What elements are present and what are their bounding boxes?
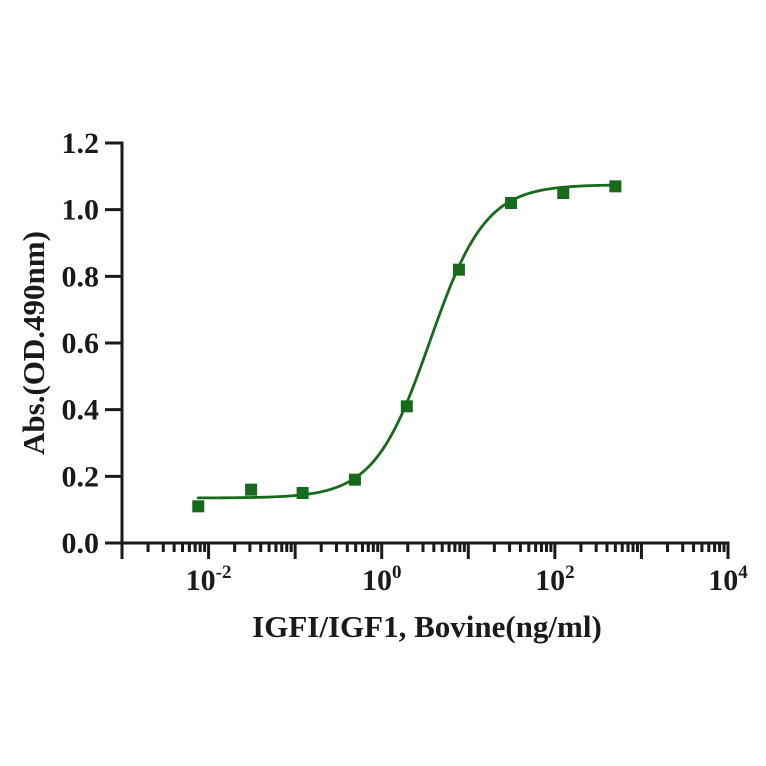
data-point-marker — [609, 180, 622, 193]
fit-curve-group — [196, 183, 617, 500]
x-tick-label: 100 — [362, 562, 402, 597]
x-tick-label: 104 — [708, 562, 748, 597]
y-tick-label: 0.8 — [62, 260, 100, 293]
data-point-marker — [245, 483, 258, 496]
axes-group: 0.0 0.2 0.4 0.6 0.8 1.0 1.2 10-2 100 102 104 — [62, 127, 749, 597]
data-point-marker — [505, 197, 518, 209]
x-tick-label: 10-2 — [186, 562, 232, 597]
x-tick-label: 102 — [535, 562, 575, 597]
y-tick-label: 1.0 — [62, 194, 100, 227]
data-point-marker — [296, 487, 309, 499]
data-point-marker — [192, 500, 205, 513]
data-point-marker — [400, 400, 413, 413]
data-point-marker — [348, 473, 361, 486]
data-points-group — [192, 180, 622, 513]
y-tick-label: 1.2 — [62, 127, 100, 160]
x-axis-title: IGFI/IGF1, Bovine(ng/ml) — [252, 609, 602, 644]
y-tick-label: 0.4 — [62, 394, 100, 427]
y-axis-title: Abs.(OD.490nm) — [16, 231, 51, 455]
y-tick-label: 0.0 — [62, 527, 100, 560]
data-point-marker — [557, 187, 570, 199]
data-point-marker — [452, 263, 465, 276]
y-tick-label: 0.2 — [62, 460, 100, 493]
y-tick-label: 0.6 — [62, 327, 100, 360]
fit-curve — [196, 183, 617, 500]
